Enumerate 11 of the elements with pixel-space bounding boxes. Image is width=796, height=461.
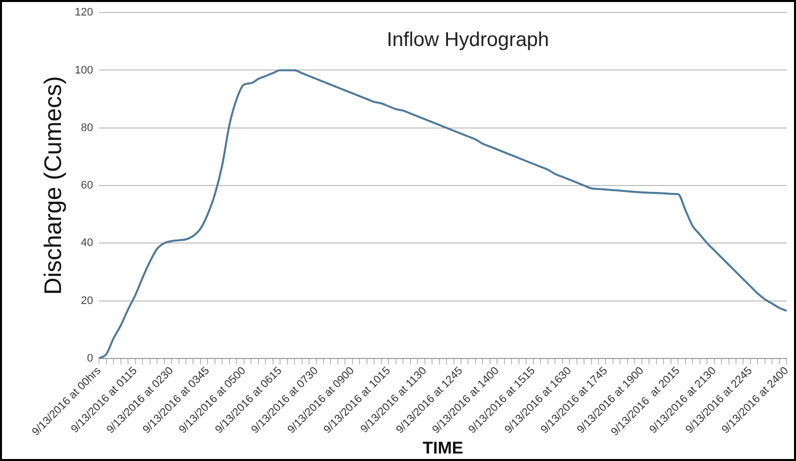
text: Inflow Hydrograph [386,29,550,52]
y-axis-title: Discharge (Cumecs) [40,76,68,295]
y-tick-label: 100 [74,64,94,76]
y-tick-label: 40 [80,237,94,250]
y-tick-label: 120 [74,6,94,19]
y-tick-label: 60 [80,180,94,192]
y-tick-label: 0 [87,352,94,364]
line-series [98,69,788,358]
x-axis-title: TIME [422,438,464,458]
y-tick-label: 80 [80,122,94,134]
y-tick-label: 20 [80,294,94,307]
